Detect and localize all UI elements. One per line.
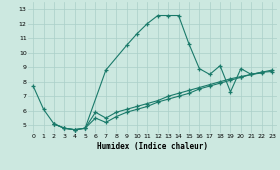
X-axis label: Humidex (Indice chaleur): Humidex (Indice chaleur) (97, 142, 208, 151)
